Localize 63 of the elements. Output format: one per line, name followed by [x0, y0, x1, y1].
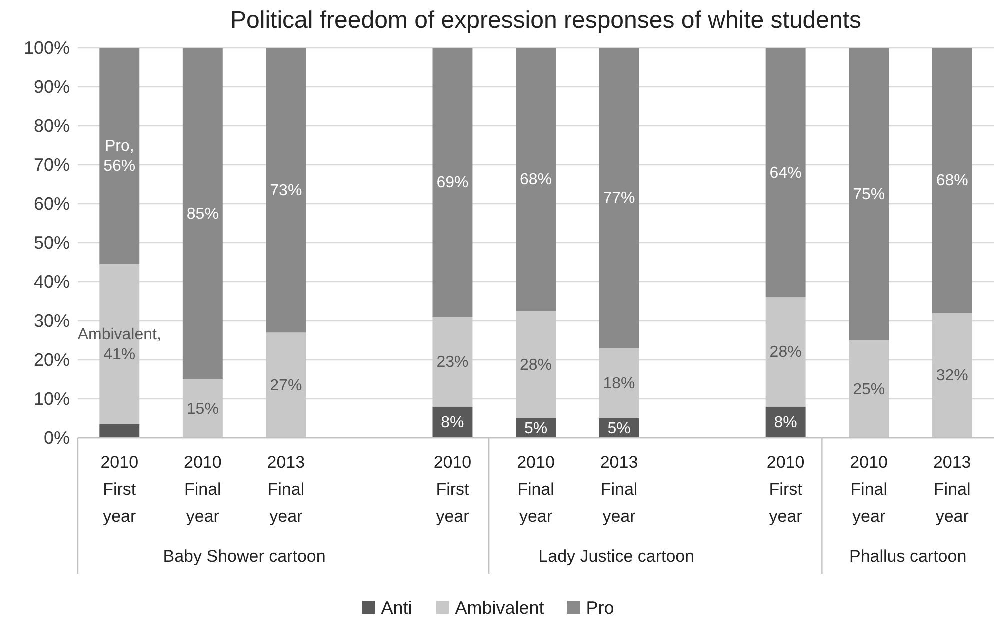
y-tick-label: 100%: [24, 38, 70, 58]
chart-title: Political freedom of expression responses of white students: [230, 7, 862, 34]
y-tick-label: 10%: [34, 389, 70, 409]
data-label: 64%: [770, 164, 802, 182]
bar: [432, 48, 473, 318]
y-tick-label: 60%: [34, 194, 70, 214]
data-label: 28%: [520, 356, 552, 374]
text: Baby Shower cartoon: [163, 547, 326, 566]
y-tick-label: 50%: [34, 233, 70, 253]
legend-label: Anti: [381, 598, 412, 618]
data-label: 77%: [603, 190, 636, 207]
data-label: 5%: [608, 420, 631, 437]
bar: [766, 298, 806, 407]
x-tick-label: 2010 Final year: [517, 453, 555, 526]
data-label: 18%: [603, 374, 636, 392]
data-label: 28%: [770, 344, 802, 361]
x-tick-label: 2013 Final year: [267, 453, 306, 526]
bar: [182, 48, 223, 380]
x-tick-label: 2010 First year: [434, 453, 472, 526]
y-tick-label: 80%: [34, 116, 70, 136]
data-label: 32%: [936, 367, 968, 384]
data-label: 73%: [270, 182, 302, 199]
data-label: Ambivalent, 41%: [78, 326, 162, 363]
data-label: 8%: [441, 414, 464, 431]
data-label: 68%: [520, 171, 552, 188]
data-label: 23%: [436, 353, 469, 370]
text: Phallus cartoon: [849, 547, 967, 566]
x-tick-label: 2010 First year: [100, 453, 139, 526]
legend-label: Ambivalent: [455, 598, 544, 618]
bar: [432, 317, 473, 407]
data-label: 69%: [436, 174, 469, 192]
bar: [266, 48, 306, 333]
bar: [100, 424, 140, 438]
data-label: 27%: [270, 376, 302, 394]
data-label: 85%: [186, 205, 219, 222]
bar: [599, 48, 640, 348]
data-label: Pro, 56%: [104, 138, 136, 175]
x-tick-label: 2010 Final year: [184, 453, 222, 526]
data-label: 75%: [853, 186, 886, 203]
y-tick-label: 0%: [44, 428, 70, 448]
x-tick-label: 2013 Final year: [933, 453, 972, 526]
data-label: 68%: [936, 172, 968, 190]
y-tick-label: 40%: [34, 272, 70, 292]
bar: [599, 348, 640, 418]
data-label: 5%: [524, 420, 548, 437]
y-tick-label: 90%: [34, 77, 70, 97]
legend-label: Pro: [586, 598, 614, 618]
x-tick-label: 2010 Final year: [850, 453, 888, 526]
bar: [849, 48, 890, 340]
x-tick-label: 2010 First year: [766, 453, 805, 526]
text: Lady Justice cartoon: [538, 547, 695, 566]
y-tick-label: 20%: [34, 350, 70, 370]
data-label: 25%: [853, 380, 886, 398]
x-tick-label: 2013 Final year: [600, 453, 638, 526]
bar: [766, 48, 806, 298]
y-tick-label: 30%: [34, 311, 70, 331]
data-label: 8%: [774, 414, 798, 431]
bar: [516, 48, 556, 312]
data-label: 15%: [186, 400, 219, 418]
bar: [100, 48, 140, 264]
bar: [516, 311, 556, 418]
bar: [932, 48, 972, 314]
y-tick-label: 70%: [34, 155, 70, 175]
